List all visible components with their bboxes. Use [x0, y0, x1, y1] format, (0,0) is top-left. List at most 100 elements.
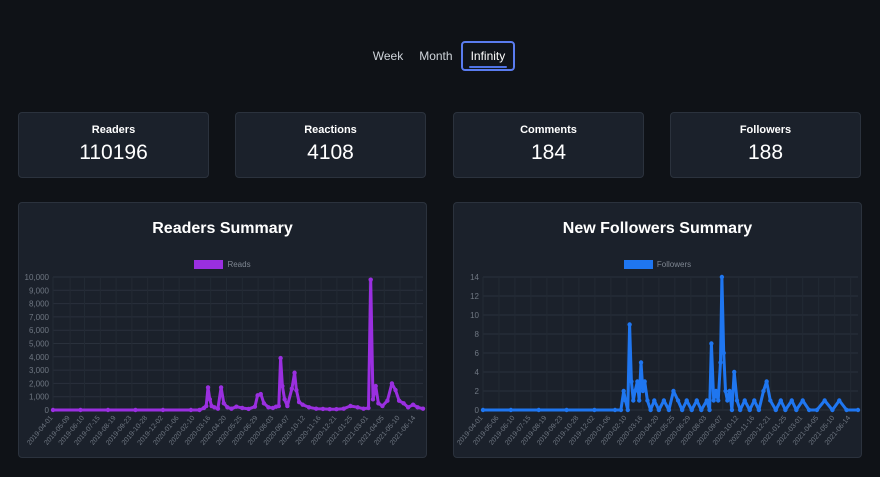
tab-month[interactable]: Month	[419, 49, 453, 63]
data-point	[246, 406, 251, 412]
chart-legend[interactable]: Followers	[454, 260, 861, 269]
data-point	[709, 341, 714, 346]
data-point	[234, 404, 239, 409]
y-tick-label: 14	[470, 273, 479, 282]
data-point	[640, 388, 646, 394]
y-tick-label: 0	[475, 406, 480, 415]
data-point	[716, 398, 721, 403]
y-tick-label: 2,000	[29, 379, 50, 388]
data-point	[215, 406, 221, 411]
y-tick-label: 0	[45, 406, 50, 415]
data-point	[629, 379, 634, 384]
data-point	[725, 398, 730, 403]
stat-label: Readers	[91, 124, 136, 136]
data-point	[830, 407, 835, 413]
data-point	[707, 407, 712, 413]
y-tick-label: 12	[470, 292, 479, 301]
data-point	[401, 401, 406, 406]
data-point	[761, 388, 766, 394]
data-point	[789, 398, 794, 403]
y-tick-label: 9,000	[29, 286, 50, 295]
data-point	[737, 407, 743, 413]
data-point	[645, 398, 650, 403]
data-point	[285, 403, 290, 409]
tab-infinity[interactable]: Infinity	[460, 41, 516, 71]
data-point	[405, 405, 411, 410]
chart-legend[interactable]: Reads	[19, 260, 426, 269]
data-point	[292, 370, 297, 375]
range-tabs: Week Month Infinity	[0, 41, 880, 71]
data-point	[564, 407, 569, 413]
data-point	[207, 397, 213, 402]
legend-swatch-followers	[623, 260, 653, 269]
data-point	[294, 387, 299, 393]
data-point	[278, 355, 283, 361]
legend-label: Followers	[656, 260, 692, 269]
readers-summary-panel: Readers Summary Reads 0 1,000 2,000 3,000 4,…	[18, 202, 427, 458]
data-point	[627, 322, 632, 327]
data-point	[327, 407, 332, 412]
legend-label: Reads	[227, 260, 251, 269]
data-point	[370, 397, 376, 402]
data-point	[221, 401, 227, 406]
followers-summary-panel: New Followers Summary Followers 0 2 4 6 8 10 1…	[453, 202, 862, 458]
data-point	[648, 407, 653, 413]
data-point	[719, 274, 725, 280]
data-point	[341, 406, 346, 411]
stat-value: 188	[747, 141, 784, 164]
y-tick-label: 8	[475, 330, 480, 339]
data-point	[355, 405, 360, 410]
data-point	[768, 398, 773, 403]
data-point	[306, 405, 312, 410]
data-point	[50, 407, 56, 413]
data-point	[721, 350, 726, 356]
data-point	[621, 388, 626, 394]
stat-card-reactions: Reactions 4108	[235, 112, 426, 178]
data-point	[389, 381, 395, 386]
data-point	[732, 369, 737, 375]
data-point	[205, 385, 211, 390]
data-point	[380, 403, 385, 409]
data-point	[536, 407, 541, 413]
y-tick-label: 7,000	[29, 313, 50, 322]
y-tick-label: 5,000	[29, 340, 50, 349]
data-point	[393, 387, 398, 393]
stat-value: 4108	[307, 141, 354, 164]
data-point	[376, 401, 381, 406]
data-point	[666, 407, 672, 413]
data-point	[197, 407, 202, 413]
data-point	[320, 406, 326, 412]
y-tick-label: 10	[470, 311, 479, 320]
stat-value: 110196	[79, 141, 148, 164]
y-tick-label: 2	[475, 387, 480, 396]
data-point	[612, 407, 618, 413]
data-point	[675, 398, 681, 403]
data-point	[734, 398, 740, 403]
y-tick-label: 6	[475, 349, 480, 358]
data-point	[844, 407, 849, 413]
data-point	[282, 397, 287, 402]
data-point	[752, 398, 757, 403]
data-point	[218, 385, 224, 390]
data-point	[713, 388, 719, 394]
data-point	[105, 407, 111, 413]
y-tick-label: 8,000	[29, 300, 50, 309]
stat-card-readers: Readers 110196	[18, 112, 209, 178]
data-point	[133, 407, 138, 413]
data-point	[266, 405, 271, 410]
data-point	[635, 379, 640, 384]
data-point	[671, 388, 676, 394]
data-point	[188, 407, 194, 413]
data-point	[689, 407, 694, 413]
data-point	[661, 398, 667, 403]
y-tick-label: 10,000	[25, 273, 50, 282]
data-point	[704, 398, 710, 403]
chart-title: Readers Summary	[152, 220, 293, 237]
data-point	[373, 383, 378, 389]
data-point	[632, 388, 638, 394]
data-point	[729, 407, 735, 413]
data-point	[420, 406, 426, 411]
data-point	[289, 386, 295, 391]
tab-week[interactable]: Week	[372, 49, 404, 63]
data-point	[396, 398, 402, 403]
